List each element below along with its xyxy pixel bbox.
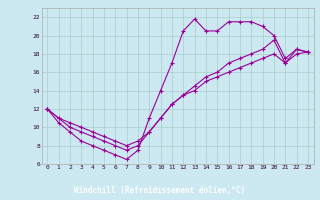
Text: Windchill (Refroidissement éolien,°C): Windchill (Refroidissement éolien,°C) (75, 186, 245, 194)
